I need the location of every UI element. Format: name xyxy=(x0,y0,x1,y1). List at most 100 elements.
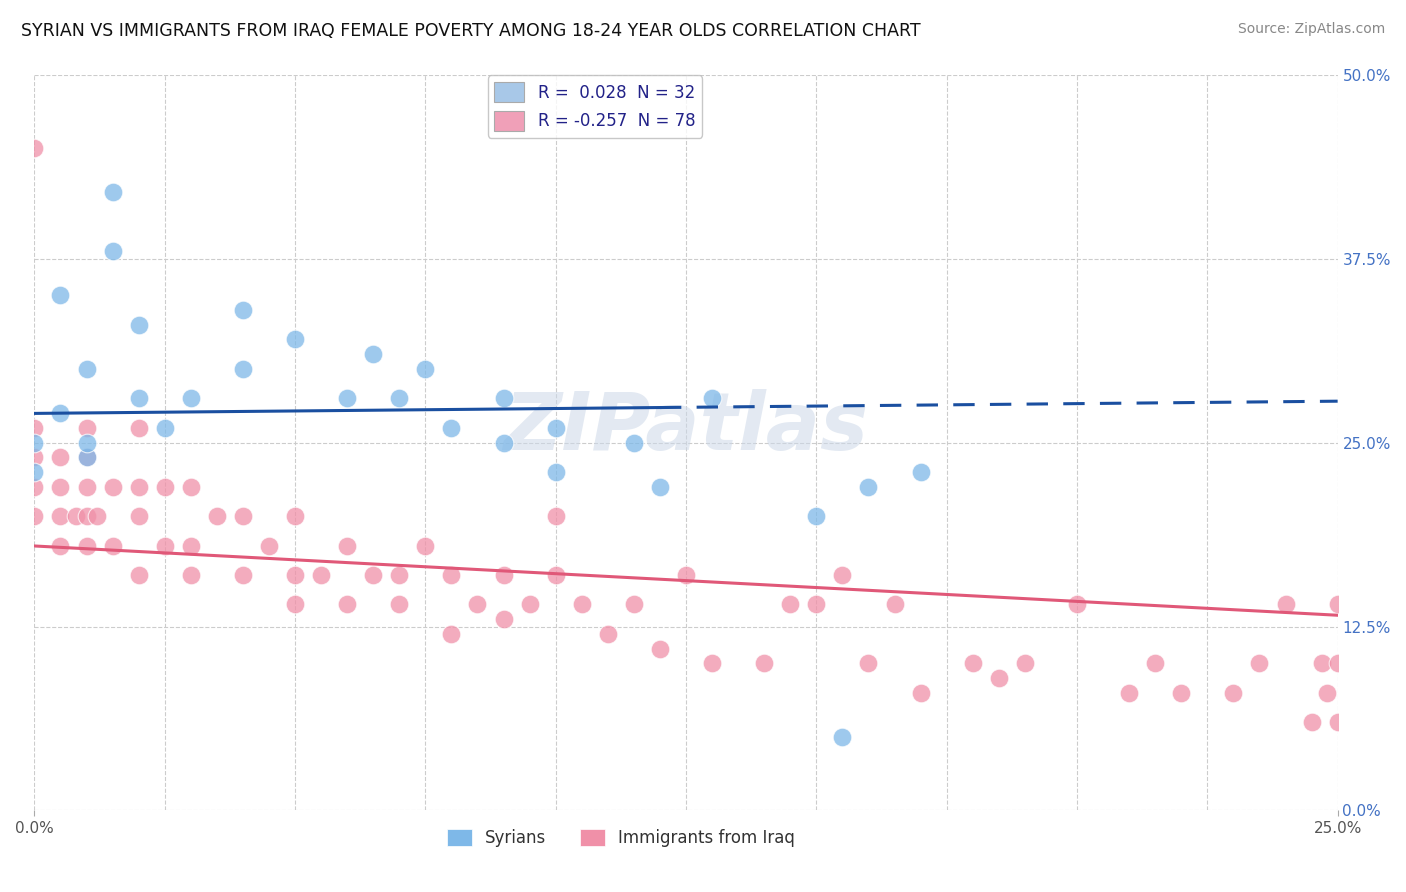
Point xyxy=(779,598,801,612)
Point xyxy=(180,392,202,406)
Point xyxy=(76,450,98,465)
Point xyxy=(205,509,228,524)
Point xyxy=(76,480,98,494)
Point xyxy=(648,480,671,494)
Point xyxy=(22,465,45,479)
Point xyxy=(49,480,72,494)
Point xyxy=(388,392,411,406)
Point xyxy=(232,362,254,376)
Point xyxy=(623,435,645,450)
Point xyxy=(180,480,202,494)
Point xyxy=(232,509,254,524)
Point xyxy=(492,435,515,450)
Point xyxy=(128,568,150,582)
Point xyxy=(336,598,359,612)
Point xyxy=(806,509,828,524)
Point xyxy=(1326,715,1348,730)
Point xyxy=(1222,686,1244,700)
Point xyxy=(76,450,98,465)
Point xyxy=(76,435,98,450)
Point xyxy=(883,598,905,612)
Point xyxy=(1066,598,1088,612)
Point xyxy=(232,303,254,318)
Point xyxy=(623,598,645,612)
Point xyxy=(22,480,45,494)
Point xyxy=(1249,657,1271,671)
Point xyxy=(49,539,72,553)
Legend: Syrians, Immigrants from Iraq: Syrians, Immigrants from Iraq xyxy=(440,822,801,854)
Point xyxy=(128,421,150,435)
Point xyxy=(101,244,124,259)
Point xyxy=(1144,657,1167,671)
Point xyxy=(76,509,98,524)
Point xyxy=(76,539,98,553)
Point xyxy=(22,450,45,465)
Point xyxy=(49,406,72,420)
Text: SYRIAN VS IMMIGRANTS FROM IRAQ FEMALE POVERTY AMONG 18-24 YEAR OLDS CORRELATION : SYRIAN VS IMMIGRANTS FROM IRAQ FEMALE PO… xyxy=(21,22,921,40)
Point xyxy=(86,509,108,524)
Point xyxy=(257,539,280,553)
Point xyxy=(388,568,411,582)
Point xyxy=(153,480,176,494)
Point xyxy=(415,539,437,553)
Point xyxy=(361,568,384,582)
Point xyxy=(1316,686,1339,700)
Point xyxy=(153,421,176,435)
Point xyxy=(128,392,150,406)
Point xyxy=(544,465,567,479)
Point xyxy=(492,568,515,582)
Point xyxy=(754,657,776,671)
Point xyxy=(858,480,880,494)
Point xyxy=(49,288,72,302)
Point xyxy=(128,318,150,332)
Point xyxy=(232,568,254,582)
Point xyxy=(1326,657,1348,671)
Point xyxy=(831,568,853,582)
Point xyxy=(700,657,723,671)
Point xyxy=(910,686,932,700)
Point xyxy=(22,141,45,155)
Point xyxy=(700,392,723,406)
Point xyxy=(1326,598,1348,612)
Point xyxy=(49,509,72,524)
Point xyxy=(309,568,332,582)
Point xyxy=(492,612,515,626)
Point xyxy=(49,450,72,465)
Point xyxy=(910,465,932,479)
Point xyxy=(440,568,463,582)
Point xyxy=(1014,657,1036,671)
Text: ZIPatlas: ZIPatlas xyxy=(503,389,869,467)
Point xyxy=(858,657,880,671)
Point xyxy=(648,641,671,656)
Point xyxy=(22,509,45,524)
Point xyxy=(128,480,150,494)
Point xyxy=(101,539,124,553)
Point xyxy=(180,568,202,582)
Point xyxy=(987,671,1010,685)
Point xyxy=(153,539,176,553)
Point xyxy=(128,509,150,524)
Point xyxy=(284,333,307,347)
Point xyxy=(22,421,45,435)
Point xyxy=(76,421,98,435)
Point xyxy=(284,509,307,524)
Point xyxy=(101,186,124,200)
Point xyxy=(284,598,307,612)
Point xyxy=(831,730,853,744)
Point xyxy=(596,627,619,641)
Point xyxy=(544,509,567,524)
Point xyxy=(806,598,828,612)
Point xyxy=(467,598,489,612)
Point xyxy=(22,435,45,450)
Point xyxy=(675,568,697,582)
Point xyxy=(76,362,98,376)
Point xyxy=(336,539,359,553)
Point xyxy=(440,627,463,641)
Point xyxy=(415,362,437,376)
Point xyxy=(440,421,463,435)
Point xyxy=(101,480,124,494)
Point xyxy=(1274,598,1296,612)
Point xyxy=(544,421,567,435)
Point xyxy=(336,392,359,406)
Point xyxy=(519,598,541,612)
